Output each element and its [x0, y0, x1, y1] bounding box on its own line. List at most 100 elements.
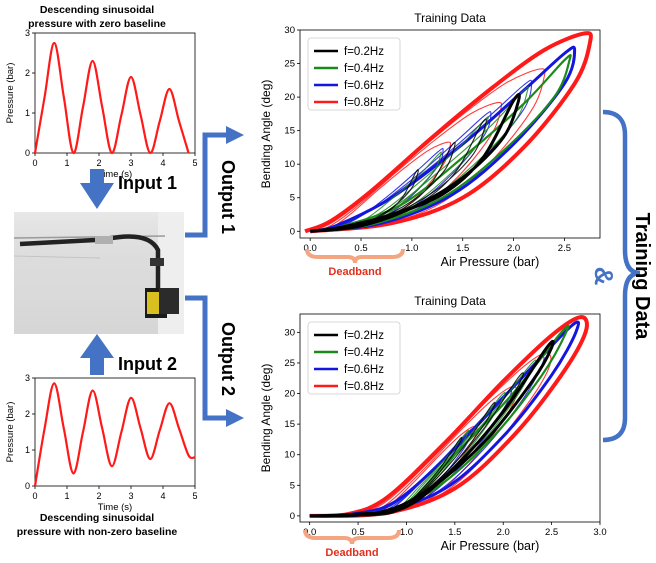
series-line-f=0.4Hz [310, 54, 572, 233]
input1-caption-line2: pressure with zero baseline [28, 18, 166, 30]
legend-label: f=0.2Hz [344, 330, 384, 342]
legend-box [307, 321, 401, 395]
input1-label: Input 1 [118, 173, 177, 193]
x-tick-label: 2.0 [497, 527, 510, 538]
input1-caption-line1: Descending sinusoidal [40, 4, 154, 16]
y-axis-label: Bending Angle (deg) [259, 80, 273, 189]
x-tick-label: 1.5 [456, 243, 469, 254]
x-tick-label: 1 [64, 158, 69, 168]
y-tick-label: 5 [290, 193, 295, 204]
input2-caption-line1: Descending sinusoidal [40, 512, 154, 524]
x-tick-label: 4 [160, 158, 165, 168]
output1-label: Output 1 [218, 160, 238, 234]
y-tick-label: 25 [284, 59, 295, 70]
arrow-up-input2 [80, 334, 114, 375]
y-tick-label: 10 [284, 159, 295, 170]
x-axis-label: Time (s) [98, 502, 132, 513]
output2-arrowhead [226, 409, 244, 427]
x-tick-label: 0.5 [354, 243, 367, 254]
output2-label: Output 2 [218, 322, 238, 396]
plot-frame [299, 29, 601, 239]
output1-connector [185, 132, 228, 238]
deadband-marker-bottom: Deadband [303, 529, 401, 559]
y-tick-label: 3 [25, 28, 30, 38]
x-tick-label: 0.5 [351, 527, 364, 538]
y-tick-label: 0 [290, 226, 295, 237]
y-tick-label: 20 [284, 92, 295, 103]
y-axis-label: Bending Angle (deg) [259, 364, 273, 473]
legend-box [307, 37, 401, 111]
series-line-f=0.8Hz [309, 315, 589, 518]
x-tick-label: 5 [192, 158, 197, 168]
chart-title: Training Data [414, 294, 486, 308]
x-tick-label: 1 [64, 491, 69, 501]
series-line-f=0.6Hz [309, 45, 577, 233]
legend-label: f=0.6Hz [344, 80, 384, 92]
series-line-f=0.8Hz [304, 31, 593, 234]
x-tick-label: 3 [128, 158, 133, 168]
output1-chart: 0.0 0.5 1.0 1.5 2.0 2.5 0 5 10 15 20 25 30 Air Pressu… [259, 11, 601, 269]
legend-label: f=0.6Hz [344, 364, 384, 376]
series-line-f=0.6Hz [309, 320, 581, 518]
y-tick-label: 2 [25, 409, 30, 419]
plot-frame [34, 377, 196, 487]
y-tick-label: 5 [290, 480, 295, 491]
deadband-marker-top: Deadband [305, 248, 405, 278]
pressure-series-line [33, 41, 190, 155]
y-axis-label: Pressure (bar) [5, 402, 16, 463]
legend-label: f=0.4Hz [344, 63, 384, 75]
y-tick-label: 15 [284, 419, 295, 430]
x-tick-label: 2.5 [545, 527, 558, 538]
x-tick-label: 0 [32, 491, 37, 501]
x-axis-label: Air Pressure (bar) [441, 255, 540, 269]
y-tick-label: 0 [25, 148, 30, 158]
deadband-label-top: Deadband [328, 266, 381, 278]
y-tick-label: 3 [25, 373, 30, 383]
series-line-f=0.2Hz [309, 339, 555, 518]
arrow-down-input1 [80, 169, 114, 209]
plot-frame [299, 313, 601, 523]
x-tick-label: 3 [128, 491, 133, 501]
x-tick-label: 1.5 [448, 527, 461, 538]
x-axis-label: Air Pressure (bar) [441, 539, 540, 553]
output1-arrowhead [226, 126, 244, 144]
output2-chart: 0.0 0.5 1.0 1.5 2.0 2.5 3.0 0 5 10 15 20 25 30 Air Pre… [259, 294, 607, 553]
x-tick-label: 1.0 [400, 527, 413, 538]
y-tick-label: 20 [284, 389, 295, 400]
x-tick-label: 1.0 [405, 243, 418, 254]
side-label-training-data: Training Data [631, 213, 653, 341]
x-tick-label: 2 [96, 158, 101, 168]
legend-label: f=0.4Hz [344, 347, 384, 359]
legend-label: f=0.2Hz [344, 46, 384, 58]
right-brace [602, 109, 641, 443]
y-tick-label: 30 [284, 327, 295, 338]
y-tick-label: 0 [25, 481, 30, 491]
plot-frame [34, 32, 196, 154]
y-tick-label: 25 [284, 358, 295, 369]
x-tick-label: 2.0 [507, 243, 520, 254]
output2-connector [185, 295, 228, 421]
y-tick-label: 30 [284, 25, 295, 36]
y-tick-label: 15 [284, 126, 295, 137]
x-axis-label: Time (s) [98, 169, 132, 180]
x-tick-label: 2.5 [558, 243, 571, 254]
legend-label: f=0.8Hz [344, 381, 384, 393]
ampersand: & [589, 267, 619, 286]
series-line-f=0.2Hz [309, 93, 521, 233]
x-tick-label: 0.0 [304, 243, 317, 254]
soft-actuator-photo [13, 212, 184, 334]
x-tick-label: 2 [96, 491, 101, 501]
x-tick-label: 0 [32, 158, 37, 168]
y-tick-label: 1 [25, 108, 30, 118]
x-tick-label: 3.0 [593, 527, 606, 538]
y-tick-label: 10 [284, 450, 295, 461]
x-tick-label: 4 [160, 491, 165, 501]
input2-caption-line2: pressure with non-zero baseline [17, 526, 178, 538]
y-tick-label: 0 [290, 511, 295, 522]
y-tick-label: 1 [25, 445, 30, 455]
y-axis-label: Pressure (bar) [5, 63, 16, 124]
chart-title: Training Data [414, 11, 486, 25]
